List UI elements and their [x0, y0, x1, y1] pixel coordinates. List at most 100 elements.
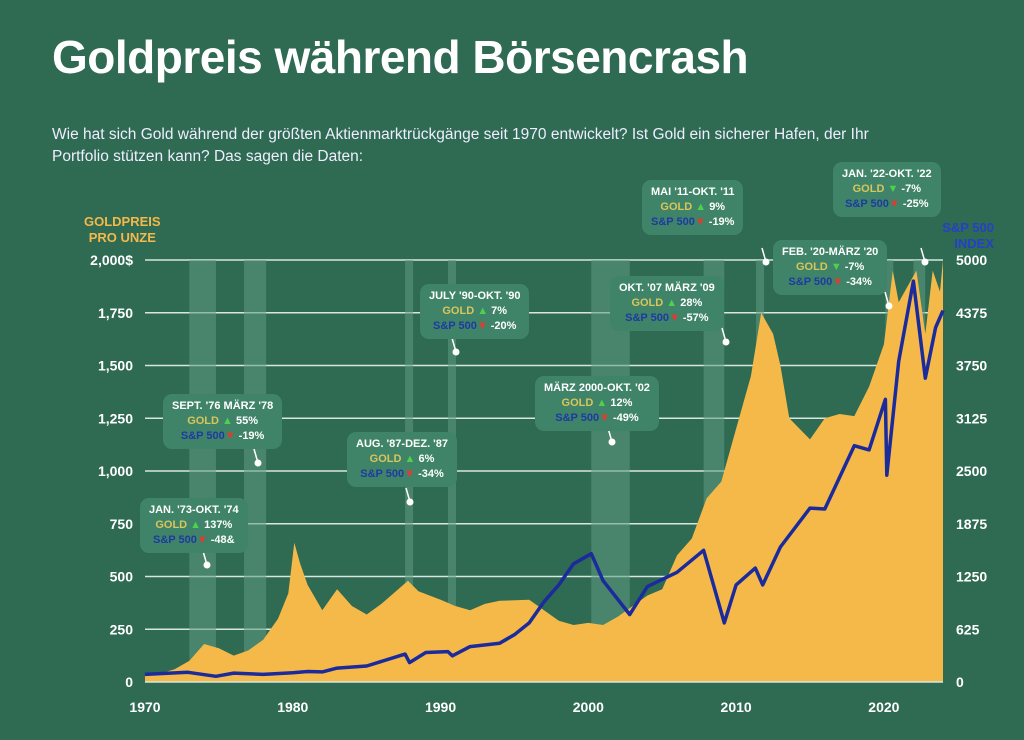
triangle-down-icon: ▼ [196, 534, 208, 546]
sp500-change: -19% [238, 430, 265, 442]
sp500-change: -57% [682, 312, 709, 324]
x-tick-label: 2000 [573, 699, 604, 715]
annotation-dot [608, 438, 616, 446]
crash-annotation: JULY '90-OKT. '90 GOLD ▲ 7% S&P 500▼ -20… [420, 284, 530, 339]
gold-label: GOLD [660, 201, 693, 213]
gold-label: GOLD [631, 297, 664, 309]
left-tick-label: 500 [110, 569, 134, 585]
annotation-dot [452, 348, 460, 356]
gold-change: 137% [204, 519, 233, 531]
sp500-label: S&P 500 [360, 468, 405, 480]
annotation-period: JULY '90-OKT. '90 [429, 290, 521, 302]
gold-label: GOLD [561, 397, 594, 409]
triangle-down-icon: ▼ [887, 183, 899, 195]
gold-change: 9% [709, 201, 726, 213]
annotation-dot [762, 258, 770, 266]
sp500-change: -34% [846, 276, 872, 288]
sp500-change: -34% [418, 468, 444, 480]
crash-period-band [244, 260, 267, 682]
left-tick-label: 1,250 [98, 410, 133, 426]
sp500-label: S&P 500 [152, 534, 197, 546]
right-tick-label: 1875 [956, 516, 987, 532]
annotation-dot [203, 561, 211, 569]
annotation-dot [885, 302, 893, 310]
right-tick-label: 0 [956, 674, 964, 690]
triangle-down-icon: ▼ [694, 216, 706, 228]
annotation-period: FEB. '20-MÄRZ '20 [782, 246, 879, 258]
x-tick-label: 1980 [277, 699, 308, 715]
triangle-down-icon: ▼ [599, 412, 610, 424]
crash-annotation: JAN. '22-OKT. '22 GOLD ▼ -7% S&P 500▼ -2… [833, 162, 941, 217]
sp500-label: S&P 500 [432, 320, 477, 332]
left-tick-label: 2,000$ [90, 252, 133, 268]
left-tick-label: 0 [125, 674, 133, 690]
right-axis-label-line: S&P 500 [942, 220, 994, 235]
sp500-label: S&P 500 [180, 430, 225, 442]
gold-change: -7% [844, 261, 865, 273]
triangle-down-icon: ▼ [224, 430, 236, 442]
annotation-period: JAN. '22-OKT. '22 [842, 168, 932, 180]
sp500-change: -19% [708, 216, 735, 228]
right-tick-label: 4375 [956, 305, 987, 321]
x-tick-label: 1970 [129, 699, 160, 715]
gold-label: GOLD [187, 415, 219, 427]
subtitle: Wie hat sich Gold während der größten Ak… [52, 126, 869, 165]
triangle-up-icon: ▲ [666, 297, 678, 309]
crash-period-band [189, 260, 216, 682]
right-axis-label-line: INDEX [954, 236, 994, 251]
sp500-label: S&P 500 [625, 312, 669, 324]
triangle-down-icon: ▼ [476, 320, 488, 332]
annotation-dot [254, 459, 262, 467]
triangle-up-icon: ▲ [596, 397, 608, 409]
sp500-change: -25% [902, 198, 929, 210]
annotation-dot [722, 338, 730, 346]
left-axis-label-line: GOLDPREIS [84, 214, 161, 229]
gold-label: GOLD [852, 183, 885, 195]
annotation-period: MAI '11-OKT. '11 [651, 186, 735, 198]
annotation-dot [406, 498, 414, 506]
left-tick-label: 1,500 [98, 358, 133, 374]
x-tick-label: 2010 [721, 699, 752, 715]
sp500-label: S&P 500 [845, 198, 889, 210]
left-tick-label: 750 [110, 516, 134, 532]
gold-change: 12% [610, 397, 633, 409]
sp500-label: S&P 500 [555, 412, 600, 424]
gold-label: GOLD [155, 519, 188, 531]
gold-change: 6% [418, 453, 435, 465]
annotation-period: OKT. '07 MÄRZ '09 [619, 282, 715, 294]
annotation-period: MÄRZ 2000-OKT. '02 [544, 382, 650, 394]
gold-change: 7% [491, 305, 508, 317]
triangle-up-icon: ▲ [404, 453, 416, 465]
triangle-down-icon: ▼ [668, 312, 680, 324]
left-tick-label: 1,750 [98, 305, 133, 321]
left-axis-label: GOLDPREIS PRO UNZE [84, 214, 161, 246]
annotation-period: AUG. '87-DEZ. '87 [356, 438, 449, 450]
crash-annotation: AUG. '87-DEZ. '87 GOLD ▲ 6% S&P 500▼ -34… [347, 432, 458, 487]
x-tick-label: 1990 [425, 699, 456, 715]
crash-annotation: JAN. '73-OKT. '74 GOLD ▲ 137% S&P 500▼ -… [140, 498, 248, 553]
right-tick-label: 5000 [956, 252, 987, 268]
triangle-up-icon: ▲ [695, 201, 707, 213]
gold-change: 55% [235, 415, 259, 427]
gold-label: GOLD [369, 453, 402, 465]
right-tick-label: 2500 [956, 463, 987, 479]
annotation-period: SEPT. '76 MÄRZ '78 [172, 400, 274, 412]
triangle-up-icon: ▲ [477, 305, 489, 317]
crash-annotation: FEB. '20-MÄRZ '20 GOLD ▼ -7% S&P 500▼ -3… [773, 240, 888, 295]
page-title: Goldpreis während Börsencrash [52, 31, 749, 83]
sp500-label: S&P 500 [651, 216, 695, 228]
crash-annotation: MÄRZ 2000-OKT. '02 GOLD ▲ 12% S&P 500▼ -… [535, 376, 659, 431]
sp500-change: -20% [490, 320, 517, 332]
triangle-down-icon: ▼ [830, 261, 842, 273]
crash-annotation: SEPT. '76 MÄRZ '78 GOLD ▲ 55% S&P 500▼ -… [163, 394, 283, 449]
sp500-change: -48& [210, 534, 235, 546]
right-tick-label: 625 [956, 621, 980, 637]
gold-label: GOLD [795, 261, 828, 273]
right-tick-label: 3750 [956, 358, 987, 374]
crash-annotation: MAI '11-OKT. '11 GOLD ▲ 9% S&P 500▼ -19% [642, 180, 744, 235]
crash-annotation: OKT. '07 MÄRZ '09 GOLD ▲ 28% S&P 500▼ -5… [610, 276, 724, 331]
triangle-down-icon: ▼ [404, 468, 415, 480]
right-tick-label: 1250 [956, 569, 987, 585]
gold-label: GOLD [442, 305, 475, 317]
